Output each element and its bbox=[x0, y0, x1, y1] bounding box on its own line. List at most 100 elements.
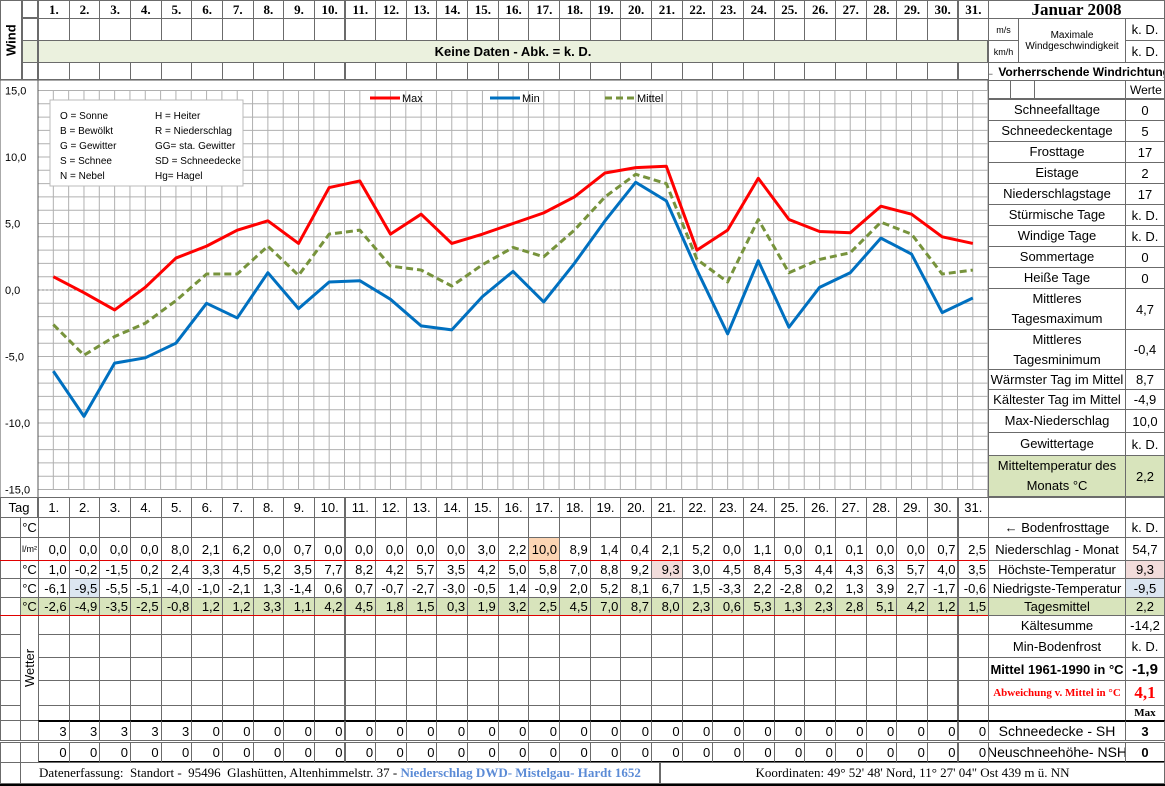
wind-cell[interactable] bbox=[590, 18, 622, 41]
table-cell bbox=[498, 705, 530, 721]
table-cell bbox=[804, 680, 836, 706]
day-header: 20. bbox=[620, 0, 652, 19]
wind-cell[interactable] bbox=[620, 62, 652, 80]
wind-cell[interactable] bbox=[69, 18, 101, 41]
table-cell bbox=[682, 680, 714, 706]
wind-cell[interactable] bbox=[345, 18, 377, 41]
mean-temp-cell: 8,0 bbox=[651, 597, 683, 616]
wind-cell[interactable] bbox=[283, 62, 315, 80]
wind-cell[interactable] bbox=[927, 18, 959, 41]
snow-depth-cell: 0 bbox=[375, 720, 407, 741]
new-snow-cell: 0 bbox=[896, 742, 928, 763]
precip-cell: 0,0 bbox=[130, 537, 162, 561]
wind-cell[interactable] bbox=[682, 18, 714, 41]
wind-cell[interactable] bbox=[406, 62, 438, 80]
wind-cell[interactable] bbox=[590, 62, 622, 80]
table-cell bbox=[99, 634, 131, 658]
table-cell bbox=[406, 517, 438, 538]
wind-cell[interactable] bbox=[467, 18, 499, 41]
wind-cell[interactable] bbox=[896, 62, 928, 80]
wind-cell[interactable] bbox=[99, 62, 131, 80]
wind-cell[interactable] bbox=[866, 18, 898, 41]
table-cell bbox=[743, 705, 775, 721]
wind-cell[interactable] bbox=[222, 18, 254, 41]
wind-cell[interactable] bbox=[712, 62, 744, 80]
wind-unit-cell bbox=[22, 40, 38, 63]
wind-cell[interactable] bbox=[559, 18, 591, 41]
wind-cell[interactable] bbox=[927, 62, 959, 80]
mean-temp-cell: 4,2 bbox=[896, 597, 928, 616]
wind-cell[interactable] bbox=[958, 62, 990, 80]
wind-cell[interactable] bbox=[559, 62, 591, 80]
precip-cell: 0,0 bbox=[69, 537, 101, 561]
wind-cell[interactable] bbox=[99, 18, 131, 41]
wind-cell[interactable] bbox=[774, 62, 806, 80]
wind-cell[interactable] bbox=[712, 18, 744, 41]
precip-cell: 2,2 bbox=[498, 537, 530, 561]
precip-cell: 0,0 bbox=[436, 537, 468, 561]
wind-cell[interactable] bbox=[774, 18, 806, 41]
wind-cell[interactable] bbox=[191, 62, 223, 80]
wind-cell[interactable] bbox=[682, 62, 714, 80]
wind-cell[interactable] bbox=[375, 62, 407, 80]
wind-cell[interactable] bbox=[345, 62, 377, 80]
wind-cell[interactable] bbox=[896, 18, 928, 41]
unit-label bbox=[20, 742, 39, 763]
wind-cell[interactable] bbox=[835, 18, 867, 41]
snow-depth-cell: 0 bbox=[682, 720, 714, 741]
wind-cell[interactable] bbox=[498, 62, 530, 80]
wind-cell[interactable] bbox=[498, 18, 530, 41]
wind-cell[interactable] bbox=[467, 62, 499, 80]
wind-cell[interactable] bbox=[804, 18, 836, 41]
wind-cell[interactable] bbox=[191, 18, 223, 41]
max-temp-cell: 8,8 bbox=[590, 560, 622, 579]
wind-cell[interactable] bbox=[314, 18, 346, 41]
wind-cell[interactable] bbox=[743, 62, 775, 80]
new-snow-cell: 0 bbox=[130, 742, 162, 763]
table-cell bbox=[712, 705, 744, 721]
wind-cell[interactable] bbox=[958, 18, 990, 41]
wind-cell[interactable] bbox=[38, 62, 70, 80]
wind-cell[interactable] bbox=[161, 62, 193, 80]
wind-cell[interactable] bbox=[130, 18, 162, 41]
wind-cell[interactable] bbox=[253, 18, 285, 41]
new-snow-cell: 0 bbox=[835, 742, 867, 763]
wind-cell[interactable] bbox=[161, 18, 193, 41]
wind-cell[interactable] bbox=[436, 18, 468, 41]
wind-cell[interactable] bbox=[38, 18, 70, 41]
table-cell bbox=[927, 634, 959, 658]
wind-cell[interactable] bbox=[866, 62, 898, 80]
wind-cell[interactable] bbox=[253, 62, 285, 80]
wind-cell[interactable] bbox=[528, 62, 560, 80]
table-cell bbox=[69, 517, 101, 538]
wind-cell[interactable] bbox=[283, 18, 315, 41]
table-cell bbox=[436, 634, 468, 658]
wind-cell[interactable] bbox=[406, 18, 438, 41]
table-cell bbox=[958, 615, 990, 635]
table-cell bbox=[253, 634, 285, 658]
stat-label: Frosttage bbox=[988, 141, 1126, 163]
new-snow-cell: 0 bbox=[620, 742, 652, 763]
wind-cell[interactable] bbox=[804, 62, 836, 80]
snow-depth-cell: 0 bbox=[927, 720, 959, 741]
wind-cell[interactable] bbox=[436, 62, 468, 80]
wind-cell[interactable] bbox=[528, 18, 560, 41]
wind-cell[interactable] bbox=[314, 62, 346, 80]
wind-cell[interactable] bbox=[835, 62, 867, 80]
day-header: 13. bbox=[406, 497, 438, 518]
left-margin-cell bbox=[0, 537, 21, 561]
wind-cell[interactable] bbox=[651, 62, 683, 80]
wind-cell[interactable] bbox=[130, 62, 162, 80]
mean-temp-cell: 5,1 bbox=[866, 597, 898, 616]
wind-cell[interactable] bbox=[69, 62, 101, 80]
table-cell bbox=[958, 680, 990, 706]
table-cell bbox=[436, 615, 468, 635]
wind-cell[interactable] bbox=[743, 18, 775, 41]
wind-unit-cell bbox=[22, 18, 38, 41]
wind-cell[interactable] bbox=[222, 62, 254, 80]
wind-cell[interactable] bbox=[651, 18, 683, 41]
wind-cell[interactable] bbox=[375, 18, 407, 41]
wind-cell[interactable] bbox=[620, 18, 652, 41]
precip-cell: 0,7 bbox=[927, 537, 959, 561]
summary-value: 9,3 bbox=[1125, 560, 1165, 579]
